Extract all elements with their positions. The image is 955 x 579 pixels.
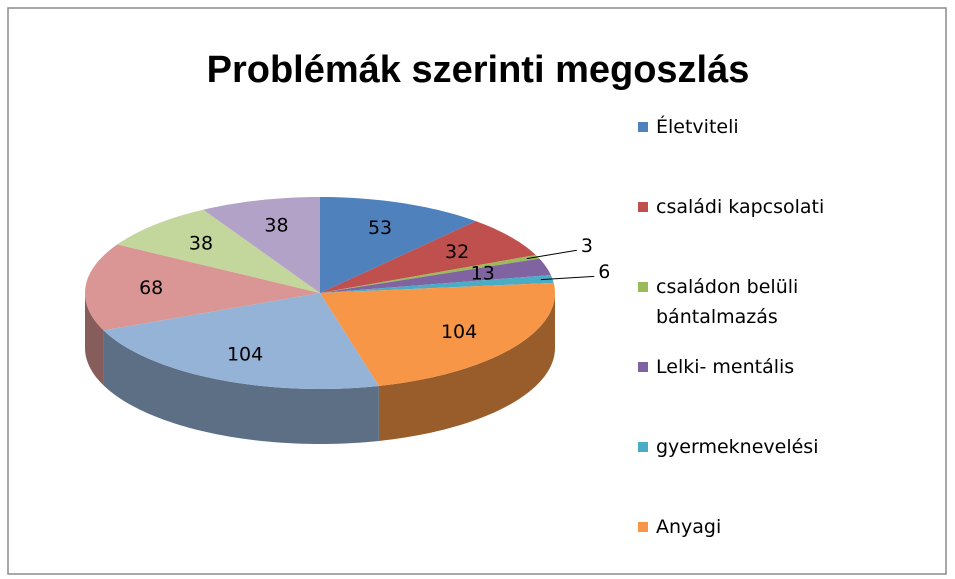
legend-item: családon belüli bántalmazás: [638, 272, 868, 332]
data-labels: 53 32 3 13 6 104 104 68 38 38: [139, 215, 610, 366]
slice: [320, 282, 555, 386]
legend-label: családon belüli bántalmazás: [656, 276, 799, 328]
data-label: 32: [445, 241, 469, 263]
legend-swatch: [638, 442, 648, 452]
slice-side: [378, 293, 555, 441]
legend-swatch: [638, 362, 648, 372]
legend-item: Lelki- mentális: [638, 352, 868, 382]
slice: [320, 258, 551, 293]
slice: [117, 209, 320, 293]
legend-label: családi kapcsolati: [656, 196, 825, 218]
legend-item: családi kapcsolati: [638, 192, 868, 222]
data-label: 38: [189, 232, 213, 254]
legend-swatch: [638, 202, 648, 212]
data-label: 38: [264, 215, 288, 237]
legend-label: gyermeknevelési: [656, 436, 819, 458]
slice: [320, 221, 536, 293]
legend-item: Életviteli: [638, 112, 868, 142]
legend-item: gyermeknevelési: [638, 432, 868, 462]
legend-label: Életviteli: [656, 116, 739, 138]
legend-item: Anyagi: [638, 512, 868, 542]
legend-swatch: [638, 282, 648, 292]
data-label: 3: [581, 235, 593, 257]
legend-swatch: [638, 122, 648, 132]
leader-line: [540, 275, 595, 281]
legend-label: Anyagi: [656, 516, 722, 538]
slice: [320, 197, 476, 293]
legend-swatch: [638, 522, 648, 532]
data-label: 68: [139, 277, 163, 299]
data-label: 104: [441, 321, 477, 343]
data-label: 6: [598, 261, 610, 283]
pie-sides: [85, 293, 555, 444]
chart-title: Problémák szerinti megoszlás: [207, 49, 750, 91]
slice-side: [85, 293, 104, 386]
data-label: 13: [471, 263, 495, 285]
data-label: 53: [368, 217, 392, 239]
legend-label: Lelki- mentális: [656, 356, 795, 378]
slice: [320, 254, 540, 293]
slice: [85, 244, 321, 331]
slice-side: [103, 330, 379, 444]
slice: [103, 293, 379, 389]
leader-line: [526, 249, 577, 260]
data-label: 104: [227, 343, 263, 365]
pie-tops: [85, 197, 555, 389]
slice: [203, 197, 320, 293]
slice: [320, 275, 554, 293]
